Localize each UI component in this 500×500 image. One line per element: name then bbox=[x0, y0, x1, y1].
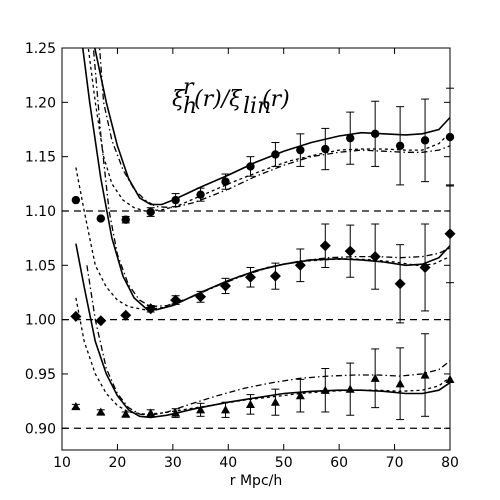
x-tick-label: 40 bbox=[219, 455, 237, 471]
curve-circle-dashdot bbox=[98, 48, 450, 209]
x-tick-label: 30 bbox=[164, 455, 182, 471]
data-point-diamond bbox=[120, 309, 132, 321]
plot-frame bbox=[61, 47, 451, 451]
y-tick-label: 0.90 bbox=[25, 421, 56, 437]
data-point-triangle bbox=[71, 402, 81, 411]
data-point-circle bbox=[321, 144, 330, 154]
x-tick-label: 60 bbox=[330, 455, 348, 471]
data-point-diamond bbox=[170, 294, 182, 306]
data-point-circle bbox=[271, 150, 280, 159]
y-tick-label: 1.15 bbox=[25, 150, 56, 166]
data-point-circle bbox=[71, 195, 81, 205]
data-point-diamond bbox=[294, 259, 306, 271]
data-point-diamond bbox=[145, 303, 157, 315]
data-point-diamond bbox=[269, 270, 281, 282]
data-point-triangle bbox=[196, 405, 206, 414]
y-tick-label: 1.00 bbox=[25, 313, 56, 329]
data-point-circle bbox=[146, 207, 155, 217]
data-point-diamond bbox=[369, 251, 381, 263]
data-point-diamond bbox=[394, 278, 406, 290]
data-point-circle bbox=[296, 145, 305, 155]
data-point-triangle bbox=[121, 409, 131, 418]
data-point-triangle bbox=[245, 399, 255, 408]
annotation: ξ h r (r)/ξ lin (r) bbox=[172, 75, 290, 119]
curve-triangle-dashdot bbox=[86, 265, 450, 416]
curve-diamond-dashed bbox=[75, 167, 450, 311]
axis-ticks: 10 20 30 40 50 60 70 80 0.90 0.95 1.00 1.05 1.10 1.15… bbox=[25, 41, 459, 471]
curve-triangle-dashed bbox=[75, 297, 450, 415]
x-tick-label: 10 bbox=[53, 455, 71, 471]
y-tick-label: 1.05 bbox=[25, 258, 56, 274]
data-point-circle bbox=[346, 133, 355, 143]
reference-lines bbox=[62, 210, 450, 429]
svg-text:(r): (r) bbox=[262, 87, 290, 112]
svg-text:ξ: ξ bbox=[172, 87, 186, 112]
data-point-diamond bbox=[319, 240, 331, 252]
data-point-triangle bbox=[146, 408, 156, 417]
data-point-diamond bbox=[95, 315, 107, 327]
data-point-triangle bbox=[345, 384, 355, 393]
data-point-circle bbox=[196, 190, 205, 199]
x-axis-label: r Mpc/h bbox=[230, 473, 282, 489]
data-point-triangle bbox=[295, 391, 305, 400]
y-tick-label: 1.20 bbox=[25, 95, 56, 111]
x-tick-label: 80 bbox=[441, 455, 459, 471]
data-point-circle bbox=[246, 162, 255, 171]
data-point-circle bbox=[395, 141, 405, 150]
x-tick-label: 20 bbox=[109, 455, 127, 471]
data-point-circle bbox=[221, 177, 230, 186]
data-point-diamond bbox=[195, 291, 207, 303]
data-point-diamond bbox=[244, 271, 256, 283]
data-points bbox=[70, 87, 456, 421]
data-point-diamond bbox=[344, 245, 356, 257]
data-point-triangle bbox=[270, 397, 280, 406]
data-point-diamond bbox=[220, 280, 232, 292]
data-point-triangle bbox=[96, 407, 106, 416]
data-point-circle bbox=[171, 195, 180, 205]
data-point-circle bbox=[121, 215, 130, 224]
data-point-triangle bbox=[221, 405, 231, 414]
data-point-circle bbox=[420, 136, 430, 145]
x-tick-label: 70 bbox=[386, 455, 404, 471]
data-point-triangle bbox=[320, 385, 330, 394]
y-tick-label: 0.95 bbox=[25, 367, 56, 383]
curve-diamond-dashdot bbox=[92, 48, 450, 308]
data-point-diamond bbox=[419, 261, 431, 273]
data-point-triangle bbox=[370, 373, 380, 382]
model-curves bbox=[75, 48, 450, 419]
svg-text:h: h bbox=[183, 94, 197, 119]
svg-text:r: r bbox=[183, 75, 195, 100]
curve-circle-dashed bbox=[87, 48, 450, 212]
data-point-triangle bbox=[171, 408, 181, 417]
data-point-diamond bbox=[70, 310, 82, 322]
x-tick-label: 50 bbox=[275, 455, 293, 471]
y-tick-label: 1.25 bbox=[25, 41, 56, 57]
data-point-circle bbox=[96, 214, 106, 223]
data-point-circle bbox=[370, 129, 380, 139]
curve-circle-solid bbox=[93, 48, 450, 206]
curve-diamond-solid bbox=[81, 48, 450, 311]
svg-text:lin: lin bbox=[243, 94, 271, 119]
svg-text:(r)/ξ: (r)/ξ bbox=[194, 87, 243, 112]
data-point-triangle bbox=[395, 379, 405, 388]
y-tick-label: 1.10 bbox=[25, 204, 56, 220]
data-point-triangle bbox=[420, 370, 430, 379]
